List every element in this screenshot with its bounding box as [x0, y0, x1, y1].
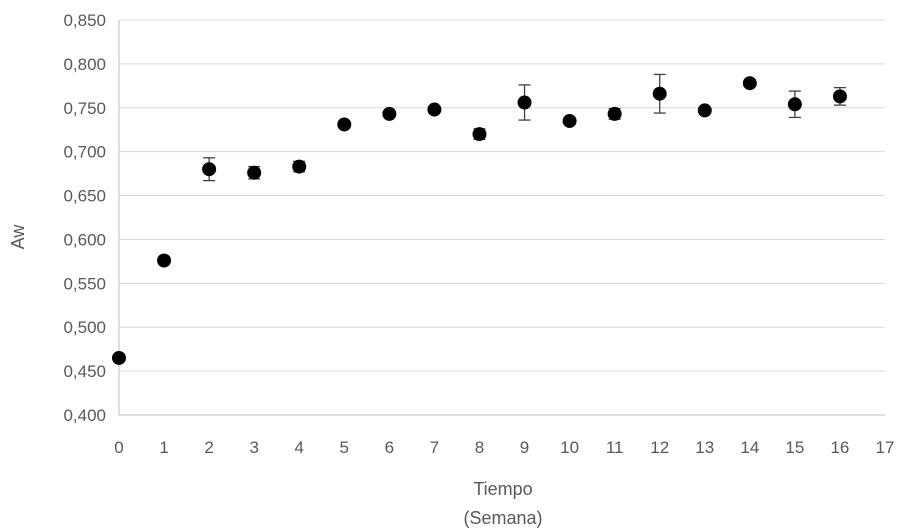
x-tick-label: 10 [560, 438, 579, 457]
y-tick-label: 0,850 [63, 11, 106, 30]
x-tick-label: 16 [830, 438, 849, 457]
y-tick-labels: 0,400 0,450 0,500 0,550 0,600 0,650 0,700 0,750… [63, 11, 106, 425]
data-points [112, 76, 847, 365]
x-axis-title-line-1: Tiempo [473, 479, 532, 499]
axes [118, 20, 885, 416]
x-axis-title-line-2: (Semana) [463, 508, 542, 528]
data-point [202, 162, 217, 177]
data-point [112, 350, 126, 365]
y-tick-label: 0,400 [63, 406, 106, 425]
x-tick-label: 0 [114, 438, 123, 457]
data-point [742, 76, 757, 91]
x-tick-label: 7 [430, 438, 439, 457]
y-tick-label: 0,650 [63, 187, 106, 206]
x-tick-label: 17 [876, 438, 895, 457]
y-tick-label: 0,500 [63, 318, 106, 337]
x-tick-label: 1 [159, 438, 168, 457]
data-point [832, 89, 847, 104]
x-tick-labels: 0 1 2 3 4 5 6 7 8 9 10 11 12 13 14 15 16 17 [114, 438, 894, 457]
y-tick-label: 0,700 [63, 143, 106, 162]
data-point [562, 113, 577, 128]
data-point [382, 106, 397, 121]
x-tick-label: 5 [340, 438, 349, 457]
x-tick-label: 4 [295, 438, 304, 457]
data-point [157, 253, 172, 268]
x-tick-label: 3 [249, 438, 258, 457]
y-tick-label: 0,600 [63, 230, 106, 249]
x-tick-label: 8 [475, 438, 484, 457]
data-point [292, 159, 307, 174]
data-point [427, 102, 442, 117]
x-tick-label: 11 [606, 438, 624, 457]
data-point [787, 97, 802, 112]
x-tick-label: 13 [695, 438, 714, 457]
data-point [697, 103, 712, 118]
data-point [472, 127, 487, 142]
y-axis-title: Aw [8, 224, 28, 250]
x-tick-label: 12 [650, 438, 669, 457]
x-tick-label: 14 [740, 438, 759, 457]
data-point [247, 165, 262, 180]
x-tick-label: 15 [785, 438, 804, 457]
y-tick-label: 0,750 [63, 99, 106, 118]
y-tick-label: 0,450 [63, 362, 106, 381]
data-point [652, 86, 667, 101]
y-tick-label: 0,550 [63, 274, 106, 293]
data-point [607, 106, 622, 121]
y-tick-label: 0,800 [63, 55, 106, 74]
data-point [517, 95, 532, 110]
data-point [337, 117, 352, 132]
x-tick-label: 2 [204, 438, 213, 457]
x-tick-label: 6 [385, 438, 394, 457]
gridlines [119, 19, 885, 372]
x-tick-label: 9 [520, 438, 529, 457]
